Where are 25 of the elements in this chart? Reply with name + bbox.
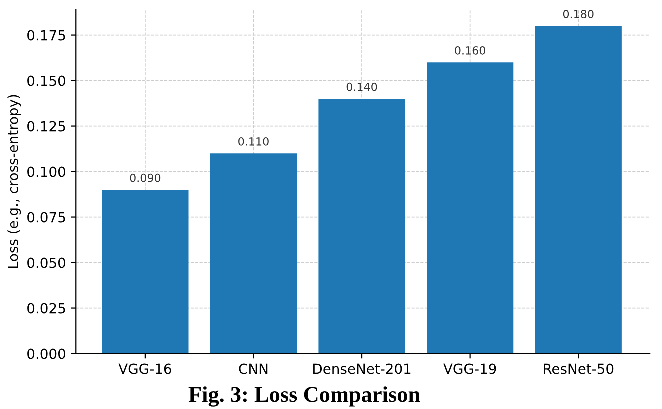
bar [210,154,298,354]
bar [427,62,514,354]
x-tick-label: VGG-19 [444,364,496,374]
y-tick-label: 0.075 [28,212,66,223]
y-tick-label: 0.000 [28,348,66,360]
y-tick-label: 0.100 [28,166,66,178]
y-tick-label: 0.175 [28,30,66,41]
data-label: 0.110 [238,137,269,146]
y-tick-label: 0.125 [28,121,66,132]
y-tick-label: 0.025 [28,303,66,314]
x-tick-label: ResNet-50 [544,364,614,374]
y-tick-label: 0.150 [28,76,66,86]
data-label: 0.140 [346,82,378,92]
bar [318,98,406,354]
data-label: 0.180 [563,10,594,18]
x-tick-label: CNN [239,364,268,374]
data-label: 0.090 [130,174,161,182]
bar [535,26,622,354]
bar [102,190,189,354]
caption: Fig. 3: Loss Comparison [188,386,420,407]
y-axis-title: Loss (e.g., cross-entropy) [8,95,22,268]
x-tick-label: DenseNet-201 [314,364,411,374]
x-tick-label: VGG-16 [118,364,172,374]
data-label: 0.160 [455,46,486,55]
y-tick-label: 0.050 [28,258,66,268]
